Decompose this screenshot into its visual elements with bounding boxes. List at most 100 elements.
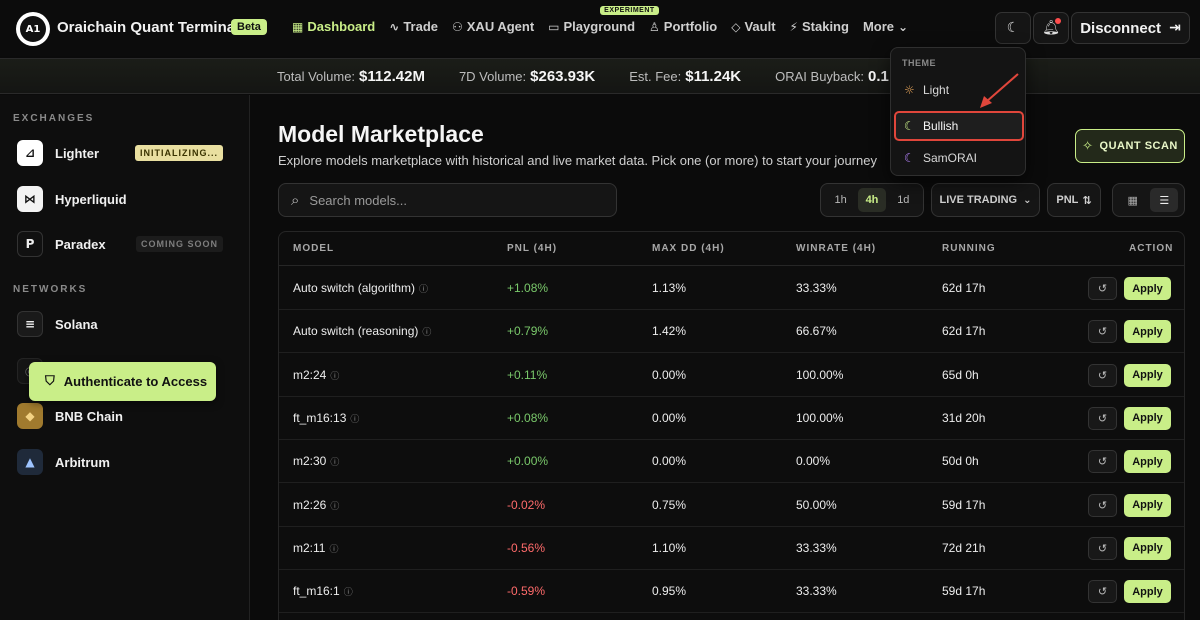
info-icon[interactable]: ⓘ (419, 285, 429, 295)
table-row[interactable]: m2:30 ⓘ +0.00% 0.00% 0.00% 50d 0h ↺ Apply (279, 440, 1184, 484)
info-icon[interactable]: ⓘ (329, 544, 339, 555)
timeframe-4h[interactable]: 4h (857, 188, 886, 212)
table-row[interactable]: m2:26 ⓘ -0.02% 0.75% 50.00% 59d 17h ↺ App… (279, 484, 1184, 527)
list-view-icon[interactable]: ☰ (1150, 188, 1179, 212)
stat-label: 7D Volume: (458, 68, 527, 84)
table-row[interactable]: ft_m16:1 ⓘ -0.59% 0.95% 33.33% 59d 17h ↺ … (279, 570, 1184, 614)
sidebar-item-label: Paradex (55, 236, 106, 252)
table-header: MODEL PNL (4H) MAX DD (4H) WINRATE (4H) … (279, 232, 1184, 266)
info-icon[interactable]: ⓘ (422, 328, 432, 339)
pnl-cell: +0.79% (507, 324, 549, 339)
theme-option-bullish[interactable]: ☾ Bullish (894, 111, 1024, 141)
table-row[interactable]: m2:24 ⓘ +0.11% 0.00% 100.00% 65d 0h ↺ App… (279, 354, 1184, 397)
nav-trade[interactable]: ∿ Trade (389, 19, 438, 34)
grid-view-icon[interactable]: ▦ (1127, 193, 1138, 207)
paradex-icon: P (17, 231, 43, 257)
notifications-button[interactable]: 🔔︎ (1033, 12, 1069, 44)
table-row[interactable]: m2:11 ⓘ -0.56% 1.10% 33.33% 72d 21h ↺ App… (279, 527, 1184, 570)
info-icon[interactable]: ⓘ (343, 588, 353, 599)
nav-portfolio[interactable]: ♙ Portfolio (649, 19, 717, 34)
app-logo[interactable]: A1 (16, 12, 50, 46)
apply-button[interactable]: Apply (1124, 450, 1171, 474)
col-running[interactable]: RUNNING (942, 243, 996, 254)
search-input[interactable] (309, 192, 590, 208)
nav-vault[interactable]: ◇ Vault (731, 19, 775, 34)
networks-title: NETWORKS (13, 284, 88, 295)
nav-dashboard[interactable]: ▦ Dashboard (292, 19, 375, 34)
nav-staking[interactable]: ⚡ Staking (790, 19, 849, 34)
col-winrate[interactable]: WINRATE (4H) (796, 243, 877, 254)
staking-icon: ⚡ (789, 19, 798, 34)
running-cell: 50d 0h (942, 454, 979, 469)
nav-playground[interactable]: EXPERIMENT ▭ Playground (548, 6, 659, 34)
max-dd-cell: 0.00% (652, 410, 687, 425)
model-name-cell: Auto switch (reasoning) ⓘ (293, 324, 431, 338)
quant-scan-label: QUANT SCAN (1099, 140, 1178, 152)
table-row[interactable]: ft_m16:13 ⓘ +0.08% 0.00% 100.00% 31d 20h … (279, 397, 1184, 440)
max-dd-cell: 1.42% (652, 324, 687, 339)
experiment-badge: EXPERIMENT (600, 6, 659, 15)
nav-more[interactable]: More ⌄ (863, 19, 908, 34)
table-row[interactable]: Auto switch (algorithm) ⓘ +1.08% 1.13% 33… (279, 267, 1184, 310)
sidebar-item-label: BNB Chain (55, 408, 123, 424)
model-name: m2:30 (293, 454, 327, 469)
timeframe-1h[interactable]: 1h (834, 194, 847, 206)
info-icon[interactable]: ⓘ (330, 458, 340, 469)
theme-option-light[interactable]: ☼ Light (896, 77, 1022, 103)
pnl-cell: +1.08% (507, 281, 549, 295)
quant-scan-button[interactable]: ✧ QUANT SCAN (1075, 129, 1185, 163)
sidebar-item-paradex[interactable]: P Paradex COMING SOON (17, 230, 237, 258)
model-name-cell: m2:26 ⓘ (293, 498, 339, 512)
agent-icon: ⚇ (452, 19, 463, 34)
history-button[interactable]: ↺ (1088, 277, 1117, 300)
disconnect-button[interactable]: Disconnect ⇥ (1071, 12, 1190, 44)
col-model[interactable]: MODEL (293, 243, 335, 254)
col-max-dd[interactable]: MAX DD (4H) (652, 243, 725, 254)
history-button[interactable]: ↺ (1088, 493, 1117, 517)
apply-button[interactable]: Apply (1124, 277, 1171, 300)
apply-button[interactable]: Apply (1124, 320, 1171, 344)
sort-button[interactable]: PNL ⇅ (1047, 183, 1101, 217)
sidebar-item-solana[interactable]: ≡ Solana (17, 310, 237, 338)
table-row[interactable]: Auto switch (reasoning) ⓘ +0.79% 1.42% 66… (279, 310, 1184, 354)
theme-toggle-button[interactable]: ☾ (995, 12, 1031, 44)
history-button[interactable]: ↺ (1088, 580, 1117, 604)
live-trading-select[interactable]: LIVE TRADING ⌄ (931, 183, 1040, 217)
nav-label: Trade (403, 19, 438, 34)
history-button[interactable]: ↺ (1088, 536, 1117, 560)
nav-xau-agent[interactable]: ⚇ XAU Agent (452, 19, 534, 34)
sidebar: EXCHANGES ⊿ Lighter INITIALIZING... ⋈ Hy… (0, 95, 250, 620)
theme-menu: THEME ☼ Light ☾ Bullish ☾ SamORAI (890, 47, 1026, 176)
model-name-cell: Auto switch (algorithm) ⓘ (293, 281, 428, 295)
nav-links: ▦ Dashboard ∿ Trade ⚇ XAU Agent EXPERIME… (292, 6, 922, 34)
max-dd-cell: 0.75% (652, 497, 687, 512)
history-button[interactable]: ↺ (1088, 363, 1117, 387)
theme-option-samorai[interactable]: ☾ SamORAI (896, 145, 1022, 171)
apply-button[interactable]: Apply (1124, 536, 1171, 560)
winrate-cell: 33.33% (796, 584, 837, 599)
history-button[interactable]: ↺ (1088, 320, 1117, 344)
arbitrum-icon: ▲ (17, 449, 43, 475)
info-icon[interactable]: ⓘ (350, 414, 360, 425)
info-icon[interactable]: ⓘ (330, 501, 340, 512)
history-button[interactable]: ↺ (1088, 406, 1117, 430)
search-box[interactable]: ⌕ (278, 183, 617, 217)
sidebar-item-arbitrum[interactable]: ▲ Arbitrum (17, 448, 237, 476)
model-name-cell: m2:24 ⓘ (293, 368, 339, 382)
sidebar-item-hyperliquid[interactable]: ⋈ Hyperliquid (17, 185, 237, 213)
apply-button[interactable]: Apply (1124, 493, 1171, 517)
history-button[interactable]: ↺ (1088, 450, 1117, 474)
sidebar-item-lighter[interactable]: ⊿ Lighter INITIALIZING... (17, 139, 237, 167)
timeframe-1d[interactable]: 1d (897, 194, 910, 206)
authenticate-button[interactable]: ⛉ Authenticate to Access (29, 362, 216, 401)
sidebar-item-label: Arbitrum (55, 454, 110, 470)
history-icon: ↺ (1097, 455, 1108, 469)
stat-label: Total Volume: (277, 68, 356, 84)
solana-icon: ≡ (17, 311, 43, 337)
apply-button[interactable]: Apply (1124, 580, 1171, 604)
apply-button[interactable]: Apply (1124, 406, 1171, 430)
col-pnl[interactable]: PNL (4H) (507, 243, 558, 254)
apply-button[interactable]: Apply (1124, 363, 1171, 387)
sidebar-item-bnb-chain[interactable]: ◆ BNB Chain (17, 402, 237, 430)
info-icon[interactable]: ⓘ (330, 371, 340, 382)
